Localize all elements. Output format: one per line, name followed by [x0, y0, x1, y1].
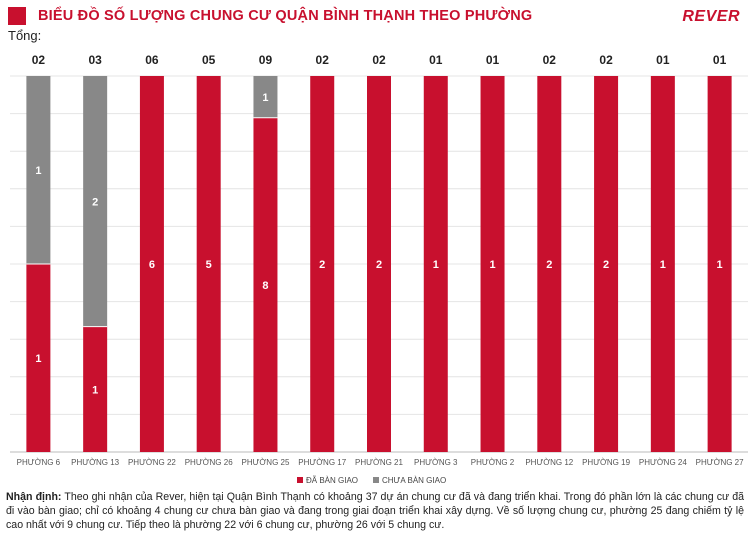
data-label-undelivered: 2	[92, 196, 98, 208]
x-tick-label: PHƯỜNG 2	[471, 458, 515, 467]
bar-delivered	[537, 76, 562, 452]
bar-delivered	[480, 76, 505, 452]
chart-title: BIỂU ĐỒ SỐ LƯỢNG CHUNG CƯ QUẬN BÌNH THẠN…	[38, 8, 533, 24]
total-label-value: 02	[599, 53, 613, 67]
data-label-delivered: 1	[35, 353, 41, 365]
x-tick-label: PHƯỜNG 12	[525, 458, 573, 467]
total-label-value: 02	[316, 53, 330, 67]
total-label-value: 06	[145, 53, 159, 67]
data-label-delivered: 5	[206, 259, 212, 271]
title-square-icon	[8, 7, 26, 25]
x-tick-label: PHƯỜNG 22	[128, 458, 176, 467]
data-label-delivered: 1	[660, 259, 666, 271]
data-label-delivered: 2	[546, 259, 552, 271]
bar-delivered	[650, 76, 675, 452]
x-tick-label: PHƯỜNG 24	[639, 458, 687, 467]
data-label-undelivered: 1	[35, 165, 41, 177]
total-label-value: 03	[88, 53, 102, 67]
note-text: Theo ghi nhận của Rever, hiện tại Quận B…	[6, 491, 745, 531]
bar-delivered	[139, 76, 164, 452]
x-tick-label: PHƯỜNG 21	[355, 458, 403, 467]
total-label-value: 01	[713, 53, 727, 67]
legend-label: ĐÃ BÀN GIAO	[306, 476, 358, 485]
brand-logo: REVER	[682, 8, 740, 25]
data-label-delivered: 1	[92, 384, 98, 396]
bar-delivered	[26, 264, 51, 452]
total-label-value: 02	[543, 53, 557, 67]
bar-delivered	[310, 76, 335, 452]
x-tick-label: PHƯỜNG 19	[582, 458, 630, 467]
data-label-delivered: 1	[717, 259, 723, 271]
analysis-note: Nhận định: Theo ghi nhận của Rever, hiện…	[6, 490, 744, 532]
x-tick-label: PHƯỜNG 25	[241, 458, 289, 467]
x-tick-label: PHƯỜNG 6	[17, 458, 61, 467]
total-label-value: 02	[372, 53, 386, 67]
bar-delivered	[367, 76, 391, 452]
data-label-delivered: 2	[376, 259, 382, 271]
total-label-value: 01	[656, 53, 670, 67]
bar-undelivered	[83, 76, 108, 327]
total-label-value: 05	[202, 53, 216, 67]
bar-delivered	[196, 76, 221, 452]
legend-swatch	[297, 477, 303, 483]
bar-undelivered	[26, 76, 51, 264]
legend-label: CHƯA BÀN GIAO	[382, 476, 446, 485]
data-label-delivered: 2	[319, 259, 325, 271]
data-label-delivered: 6	[149, 259, 155, 271]
bar-delivered	[83, 326, 108, 452]
data-label-delivered: 1	[489, 259, 495, 271]
total-label-value: 01	[486, 53, 500, 67]
data-label-delivered: 2	[603, 259, 609, 271]
x-tick-label: PHƯỜNG 26	[185, 458, 233, 467]
bar-delivered	[594, 76, 619, 452]
note-label: Nhận định:	[6, 491, 62, 503]
total-label: Tổng:	[8, 28, 42, 43]
data-label-undelivered: 1	[262, 92, 268, 104]
bar-delivered	[253, 117, 278, 453]
total-label-value: 09	[259, 53, 273, 67]
legend-swatch	[373, 477, 379, 483]
data-label-delivered: 8	[262, 280, 268, 292]
data-label-delivered: 1	[433, 259, 439, 271]
x-tick-label: PHƯỜNG 13	[71, 458, 119, 467]
bar-delivered	[707, 76, 732, 452]
x-tick-label: PHƯỜNG 3	[414, 458, 458, 467]
total-label-value: 02	[32, 53, 46, 67]
x-tick-label: PHƯỜNG 27	[696, 458, 744, 467]
bar-undelivered	[253, 76, 278, 118]
title-bar: BIỂU ĐỒ SỐ LƯỢNG CHUNG CƯ QUẬN BÌNH THẠN…	[8, 6, 532, 26]
x-tick-label: PHƯỜNG 17	[298, 458, 346, 467]
bar-delivered	[423, 76, 448, 452]
total-label-value: 01	[429, 53, 443, 67]
